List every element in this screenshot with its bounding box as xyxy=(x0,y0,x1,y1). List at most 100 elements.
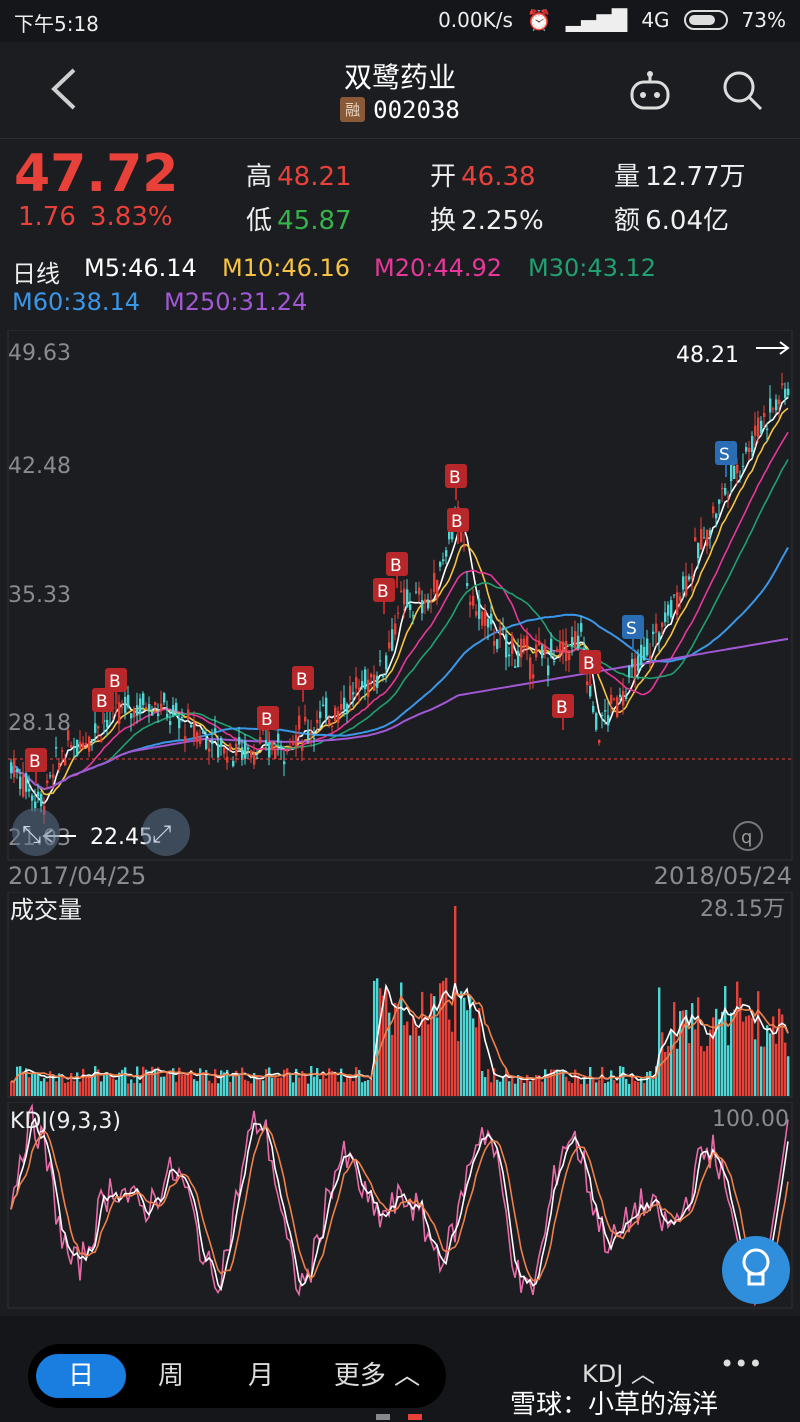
candle-body xyxy=(550,638,553,657)
lightbulb-icon xyxy=(742,1248,770,1286)
volume-bar xyxy=(652,1079,655,1096)
shrink-button[interactable]: ⤡ xyxy=(12,808,60,856)
last-price: 47.72 xyxy=(14,144,179,204)
more-menu-button[interactable]: ••• xyxy=(720,1350,763,1378)
tab-week[interactable]: 周 xyxy=(157,1361,184,1391)
volume-bar xyxy=(775,1043,778,1096)
volume-bar xyxy=(619,1066,622,1096)
candle-body xyxy=(772,408,775,410)
back-button[interactable] xyxy=(44,64,84,114)
volume-bar xyxy=(523,1082,526,1096)
volume-bar xyxy=(475,1027,478,1096)
candle-body xyxy=(82,742,85,749)
volume-bar xyxy=(655,1066,658,1096)
volume-bar xyxy=(634,1080,637,1096)
tips-button[interactable] xyxy=(722,1236,790,1304)
volume-bar xyxy=(646,1071,649,1096)
candle-body xyxy=(412,615,415,617)
candle-body xyxy=(694,537,697,542)
indicator-selector[interactable]: KDJ ︿ xyxy=(582,1360,655,1388)
signal-marker-buy: B xyxy=(579,650,601,686)
search-icon xyxy=(723,71,763,111)
candle-body xyxy=(709,530,712,536)
signal-marker-label: B xyxy=(556,698,568,718)
volume-bar xyxy=(103,1075,106,1096)
candle-body xyxy=(622,690,625,706)
candle-body xyxy=(451,527,454,540)
candle-body xyxy=(553,661,556,663)
volume-bar xyxy=(127,1083,130,1096)
volume-bar xyxy=(517,1075,520,1096)
candle-body xyxy=(31,795,34,801)
volume-bar xyxy=(478,1008,481,1096)
candle-body xyxy=(154,702,157,706)
rights-adjust-button[interactable]: q xyxy=(733,821,763,851)
volume-bar xyxy=(343,1082,346,1096)
candle-body xyxy=(535,644,538,658)
volume-bar xyxy=(220,1070,223,1096)
volume-bar xyxy=(562,1070,565,1096)
volume-bar xyxy=(55,1081,58,1096)
volume-chart[interactable]: 成交量 28.15万 xyxy=(0,892,800,1102)
volume-bar xyxy=(436,1017,439,1096)
volume-bar xyxy=(358,1070,361,1096)
volume-bar xyxy=(769,1033,772,1096)
tab-month[interactable]: 月 xyxy=(247,1361,274,1391)
ma-line xyxy=(10,459,789,790)
candle-body xyxy=(328,719,331,725)
candle-body xyxy=(523,638,526,647)
ma10-label: M10:46.16 xyxy=(222,254,351,282)
candle-body xyxy=(706,529,709,547)
volume-bar xyxy=(583,1078,586,1096)
candle-body xyxy=(175,702,178,712)
volume-bar xyxy=(550,1069,553,1096)
volume-bar xyxy=(787,1056,790,1096)
search-button[interactable] xyxy=(720,68,764,112)
candle-body xyxy=(52,774,55,778)
volume-bar xyxy=(169,1073,172,1096)
volume-bar xyxy=(136,1066,139,1096)
candle-body xyxy=(136,705,139,716)
volume-bar xyxy=(247,1081,250,1096)
candle-body xyxy=(466,583,469,587)
volume-bar xyxy=(541,1081,544,1096)
candle-body xyxy=(592,705,595,713)
volume-bar xyxy=(235,1070,238,1096)
candle-body xyxy=(49,775,52,777)
signal-marker-buy: B xyxy=(105,668,127,704)
signal-marker-label: B xyxy=(261,710,273,730)
volume-bar xyxy=(223,1072,226,1096)
tab-day[interactable]: 日 xyxy=(36,1354,126,1398)
volume-bar xyxy=(409,1035,412,1096)
network-type: 4G xyxy=(641,8,670,32)
volume-bar xyxy=(733,1009,736,1096)
volume-bar xyxy=(622,1066,625,1096)
tab-more[interactable]: 更多 ︿ xyxy=(333,1361,421,1391)
robot-button[interactable] xyxy=(626,70,674,114)
volume-bar xyxy=(361,1082,364,1096)
volume-bar xyxy=(238,1075,241,1096)
ma60-label: M60:38.14 xyxy=(12,288,141,316)
volume-bar xyxy=(139,1083,142,1096)
candle-body xyxy=(496,639,499,649)
candle-body xyxy=(634,658,637,677)
volume-bar xyxy=(37,1072,40,1096)
candle-body xyxy=(64,759,67,766)
volume-bar xyxy=(772,1016,775,1096)
volume-bar xyxy=(232,1073,235,1096)
candle-body xyxy=(178,717,181,729)
candle-body xyxy=(271,741,274,749)
volume-item: 量 12.77万 xyxy=(614,156,746,193)
candle-body xyxy=(172,705,175,716)
candle-body xyxy=(397,612,400,614)
kdj-chart[interactable]: KDJ(9,3,3) 100.00 xyxy=(0,1102,800,1312)
volume-bar xyxy=(322,1071,325,1096)
volume-bar xyxy=(430,993,433,1096)
volume-bar xyxy=(118,1072,121,1096)
candle-body xyxy=(460,527,463,542)
candle-body xyxy=(91,738,94,741)
expand-button[interactable]: ⤢ xyxy=(142,808,190,856)
signal-marker-label: B xyxy=(390,556,402,576)
candle-body xyxy=(307,730,310,740)
